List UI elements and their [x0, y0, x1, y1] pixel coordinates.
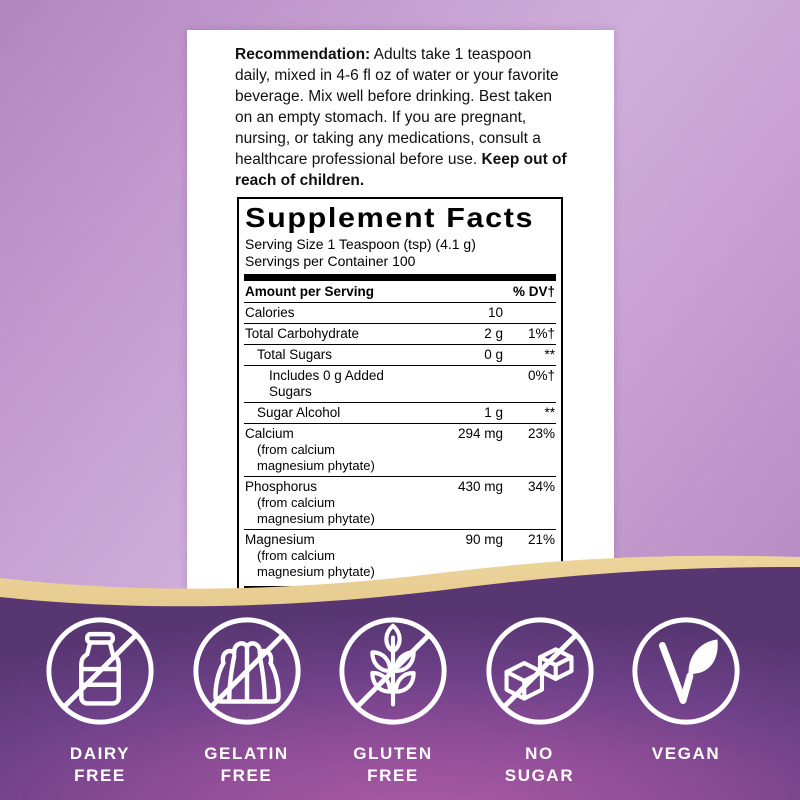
row-name: Total Carbohydrate [245, 326, 360, 341]
no-dairy-icon [46, 617, 154, 725]
badge-vegan: VEGAN [624, 612, 748, 787]
row-amount: 0 g [484, 347, 503, 362]
row-name: Calories [245, 305, 295, 320]
row-dv: 34% [527, 479, 555, 494]
fact-row-phosphorus: Phosphorus (from calcium magnesium phytat… [244, 476, 556, 529]
row-name: Sugar Alcohol [257, 405, 341, 420]
row-name: Calcium [245, 426, 294, 441]
row-amount: 294 mg [457, 426, 503, 441]
serving-size: Serving Size 1 Teaspoon (tsp) (4.1 g) [245, 236, 476, 252]
purple-footer-area [0, 567, 800, 800]
badge-gelatin-free: GELATIN FREE [185, 612, 309, 787]
fact-row-calories: Calories 10 [244, 303, 556, 323]
badge-label: GELATIN FREE [204, 744, 289, 785]
row-dv: 1%† [527, 326, 555, 341]
row-amount: 2 g [484, 326, 503, 341]
vegan-icon [632, 617, 740, 725]
row-dv: 0%† [527, 368, 555, 383]
badge-row: DAIRY FREE GELATIN FREE [0, 612, 800, 787]
no-gelatin-icon [192, 617, 301, 725]
row-subname: (from calcium magnesium phytate) [257, 495, 375, 526]
fact-row-total-sugars: Total Sugars 0 g ** [244, 344, 556, 365]
row-dv: 21% [527, 532, 555, 547]
recommendation-tail: Keep out of reach of children. [235, 151, 567, 189]
amount-per-serving-header: Amount per Serving [245, 284, 375, 299]
row-dv: ** [544, 347, 555, 362]
dv-header: % DV† [512, 284, 555, 299]
no-sugar-icon [485, 617, 594, 725]
row-amount: 1 g [484, 405, 503, 420]
recommendation-body: Adults take 1 teaspoon daily, mixed in 4… [235, 46, 559, 168]
fact-row-calcium: Calcium (from calcium magnesium phytate) … [244, 423, 556, 476]
badge-label: VEGAN [651, 744, 721, 763]
row-name: Total Sugars [257, 347, 333, 362]
label-panel: Recommendation: Adults take 1 teaspoon d… [187, 30, 614, 794]
row-dv: 23% [527, 426, 555, 441]
row-amount: 430 mg [457, 479, 503, 494]
badge-gluten-free: GLUTEN FREE [331, 612, 455, 787]
badge-label: GLUTEN FREE [353, 744, 433, 785]
fact-row-total-carbohydrate: Total Carbohydrate 2 g 1%† [244, 323, 556, 344]
badge-dairy-free: DAIRY FREE [38, 612, 162, 787]
badge-label: DAIRY FREE [69, 744, 131, 785]
supplement-facts-title: Supplement Facts [245, 202, 535, 233]
badge-no-sugar: NO SUGAR [478, 612, 602, 787]
recommendation-text: Recommendation: Adults take 1 teaspoon d… [235, 44, 570, 191]
row-name: Includes 0 g Added Sugars [269, 368, 384, 399]
no-gluten-icon [339, 617, 447, 725]
facts-header-row: Amount per Serving % DV† [244, 281, 556, 303]
badge-label: NO SUGAR [504, 744, 575, 785]
row-subname: (from calcium magnesium phytate) [257, 442, 375, 473]
divider-bar [244, 274, 556, 281]
fact-row-added-sugars: Includes 0 g Added Sugars 0%† [244, 365, 556, 402]
row-amount: 10 [487, 305, 503, 320]
row-name: Phosphorus [245, 479, 318, 494]
fact-row-magnesium: Magnesium (from calcium magnesium phytate… [244, 529, 556, 582]
recommendation-lead: Recommendation: [235, 46, 371, 63]
servings-per-container: Servings per Container 100 [245, 253, 416, 269]
row-name: Magnesium [245, 532, 315, 547]
row-dv: ** [544, 405, 555, 420]
fact-row-sugar-alcohol: Sugar Alcohol 1 g ** [244, 402, 556, 423]
row-amount: 90 mg [465, 532, 503, 547]
row-subname: (from calcium magnesium phytate) [257, 548, 375, 579]
